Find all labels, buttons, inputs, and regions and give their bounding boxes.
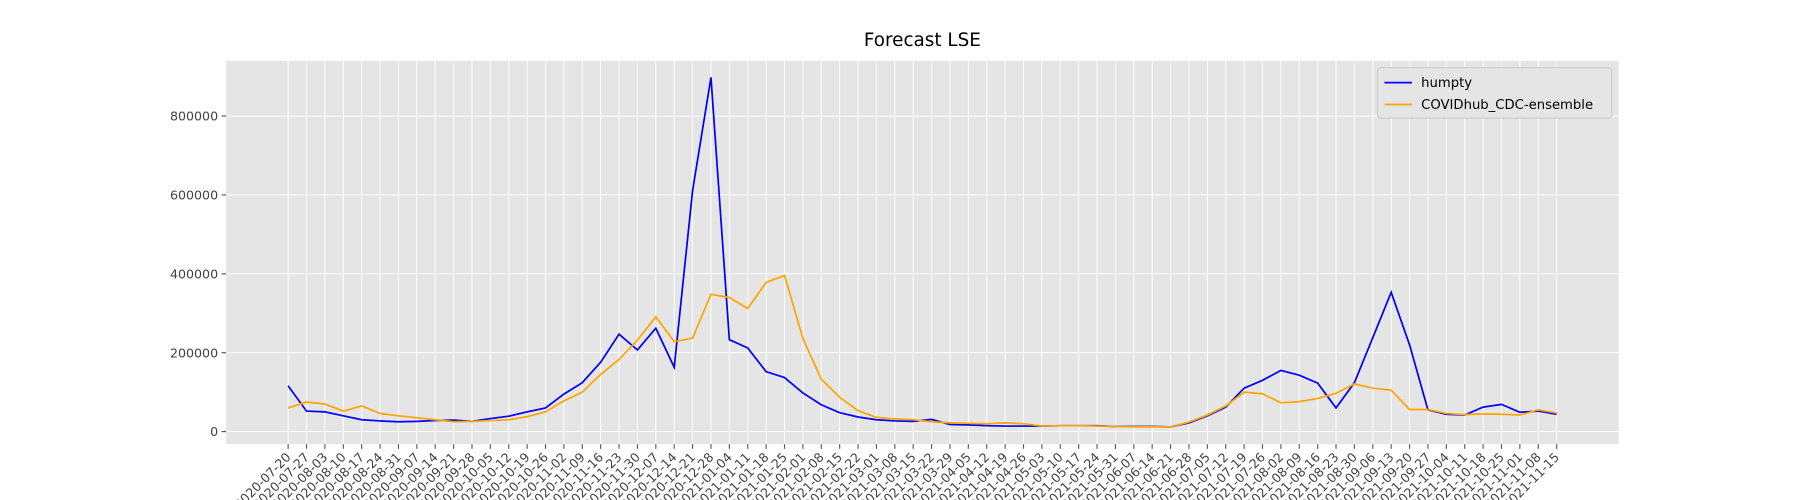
y-tick-label: 800000: [170, 109, 218, 124]
legend-box: [1376, 67, 1613, 119]
y-tick-label: 600000: [170, 188, 218, 203]
legend: humpty COVIDhub_CDC-ensemble: [1376, 67, 1613, 119]
y-tick-label: 400000: [170, 266, 218, 281]
y-tick-label: 0: [210, 424, 218, 439]
y-tick-label: 200000: [170, 345, 218, 360]
legend-label: COVIDhub_CDC-ensemble: [1421, 98, 1593, 113]
chart-title: Forecast LSE: [864, 30, 981, 51]
data-line: [287, 274, 1557, 428]
legend-label: humpty: [1421, 76, 1472, 91]
plot-area: [226, 60, 1619, 445]
